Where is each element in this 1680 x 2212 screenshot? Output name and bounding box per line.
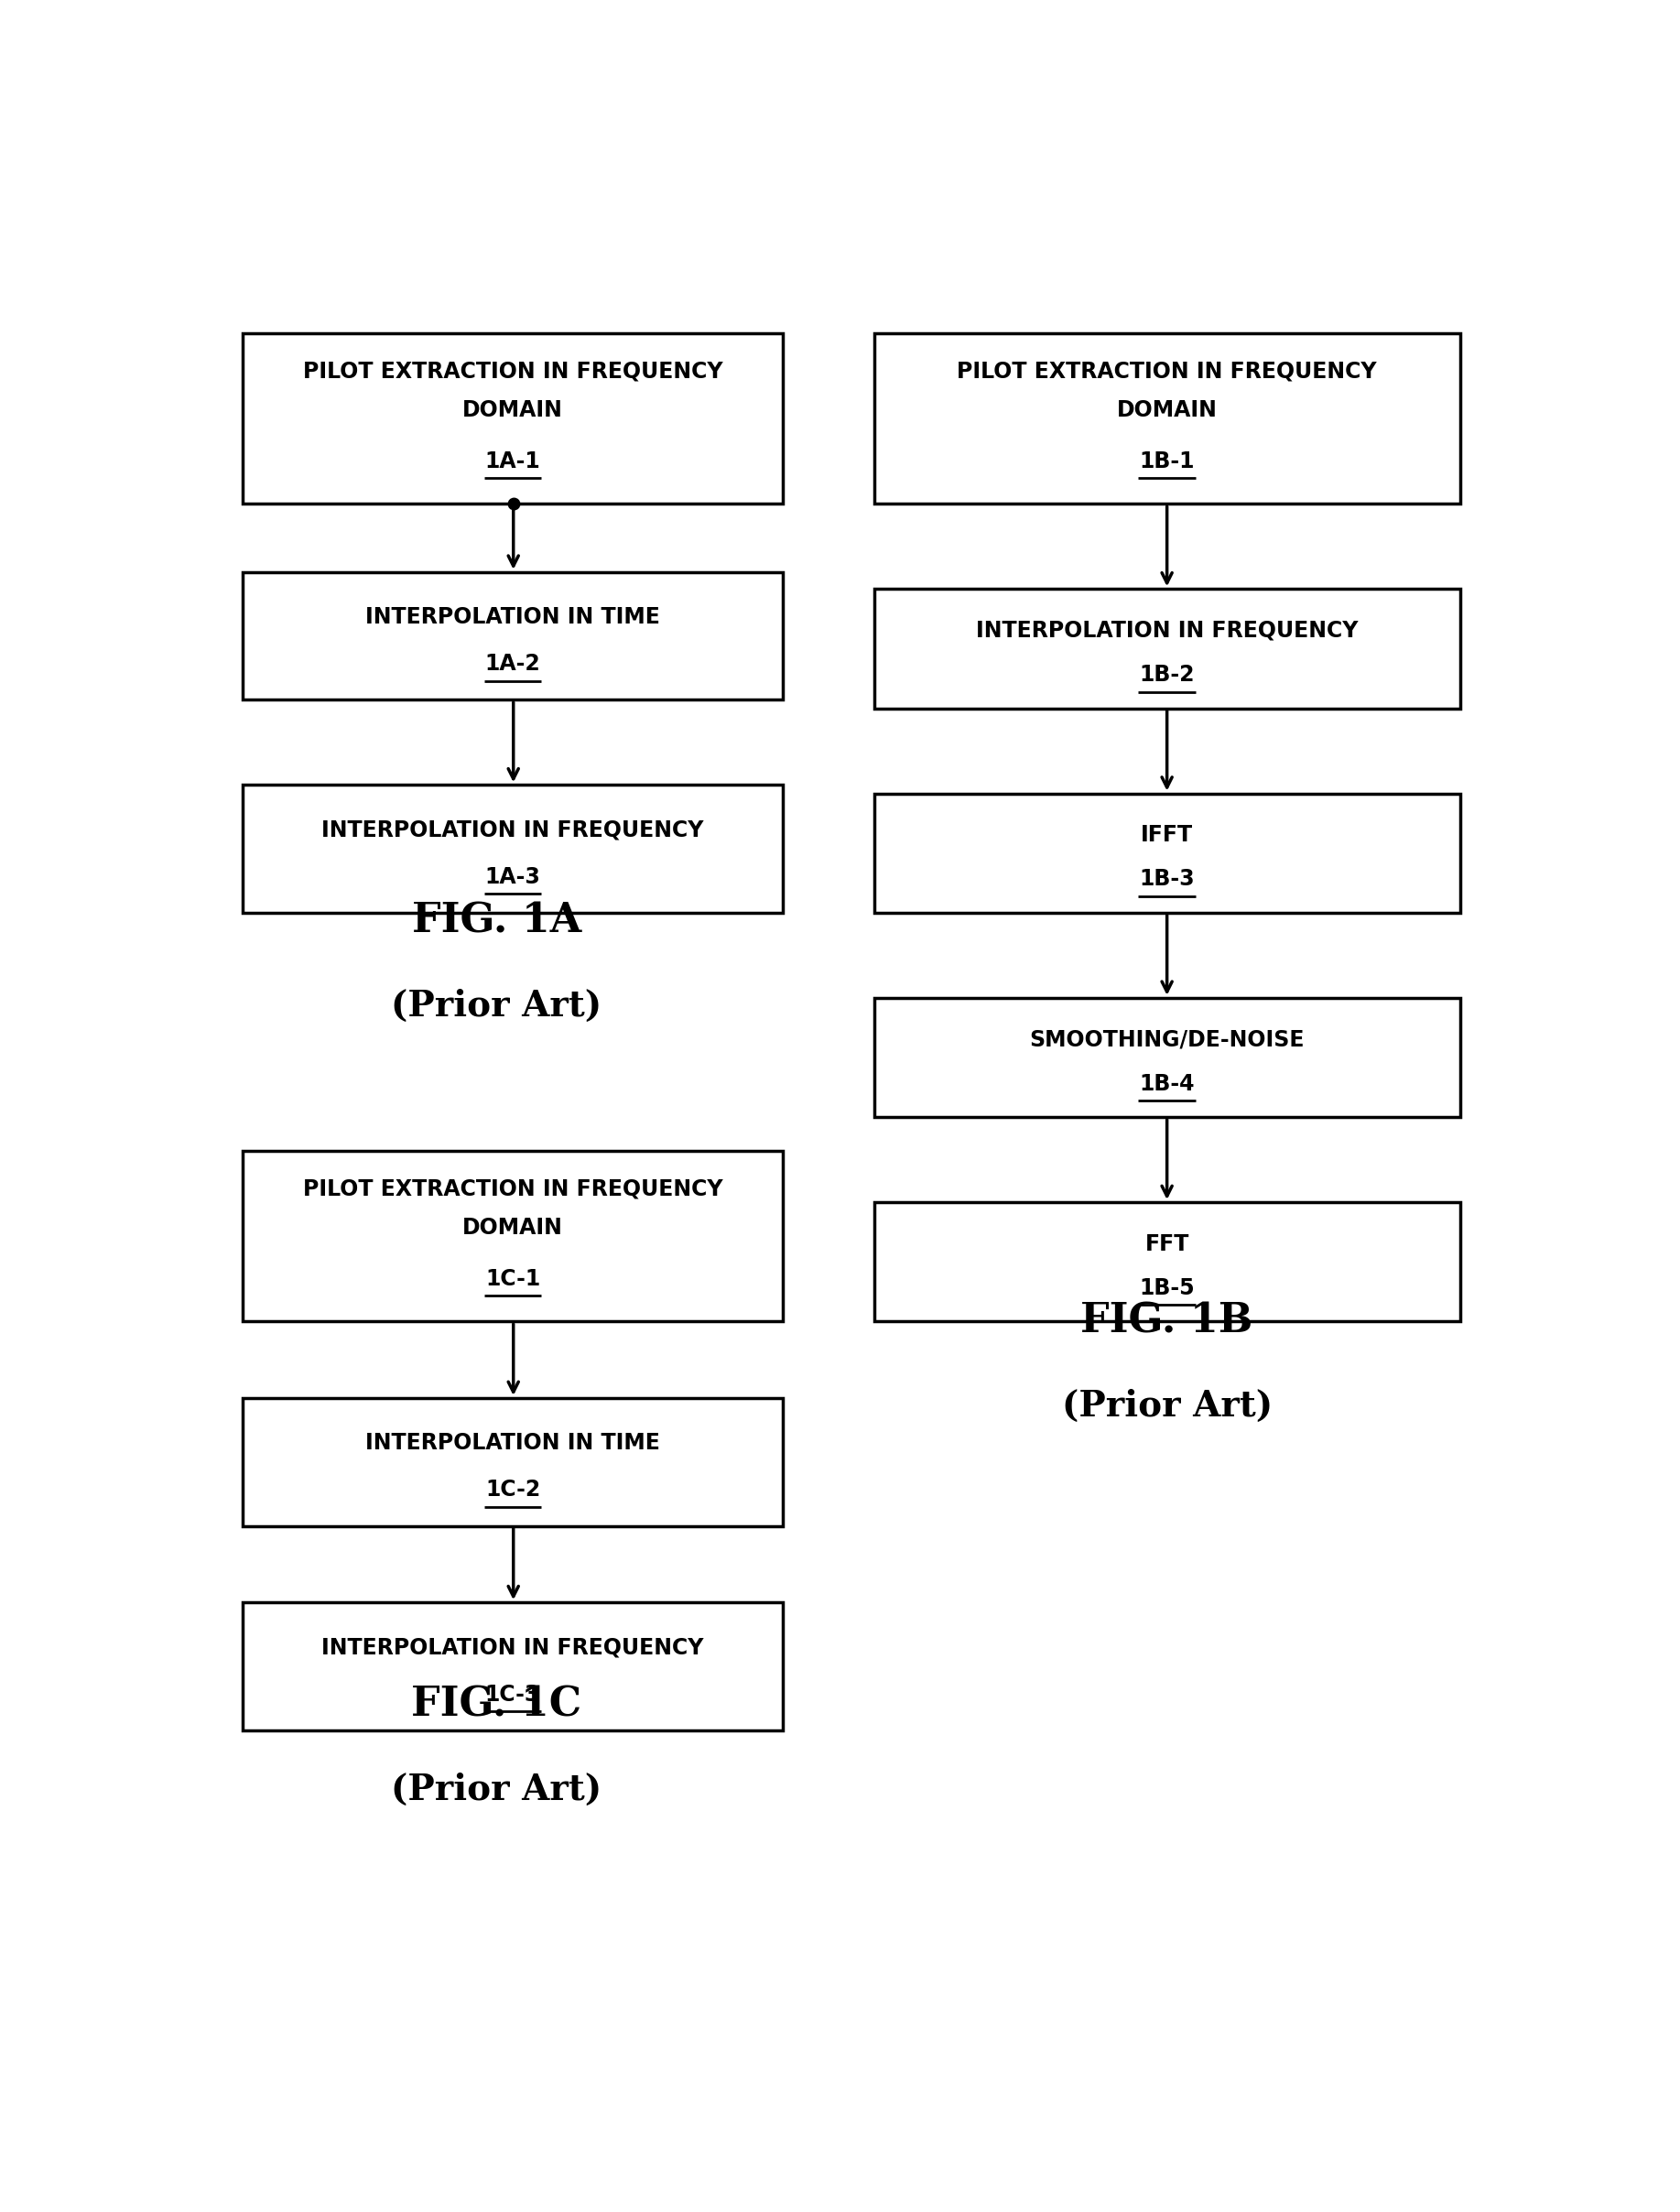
Text: 1B-3: 1B-3: [1139, 869, 1194, 889]
Text: DOMAIN: DOMAIN: [462, 398, 563, 420]
Text: DOMAIN: DOMAIN: [1117, 398, 1218, 420]
Text: 1C-2: 1C-2: [486, 1480, 541, 1502]
Text: 1B-4: 1B-4: [1139, 1073, 1194, 1095]
Text: 1B-5: 1B-5: [1139, 1276, 1194, 1298]
Bar: [874, 334, 1460, 504]
Text: (Prior Art): (Prior Art): [1062, 1389, 1272, 1425]
Bar: [242, 785, 783, 914]
Bar: [242, 1601, 783, 1730]
Bar: [242, 334, 783, 504]
Text: IFFT: IFFT: [1141, 825, 1193, 847]
Text: PILOT EXTRACTION IN FREQUENCY: PILOT EXTRACTION IN FREQUENCY: [302, 361, 722, 383]
Text: INTERPOLATION IN TIME: INTERPOLATION IN TIME: [365, 1431, 660, 1453]
Bar: [242, 573, 783, 699]
Text: DOMAIN: DOMAIN: [462, 1217, 563, 1239]
Bar: [874, 998, 1460, 1117]
Text: PILOT EXTRACTION IN FREQUENCY: PILOT EXTRACTION IN FREQUENCY: [958, 361, 1378, 383]
Text: 1A-3: 1A-3: [486, 865, 541, 887]
Text: 1B-1: 1B-1: [1139, 451, 1194, 473]
Text: INTERPOLATION IN FREQUENCY: INTERPOLATION IN FREQUENCY: [321, 1637, 704, 1659]
Text: 1A-2: 1A-2: [486, 653, 541, 675]
Text: 1C-1: 1C-1: [486, 1267, 541, 1290]
Text: 1C-3: 1C-3: [486, 1683, 541, 1705]
Text: (Prior Art): (Prior Art): [391, 1772, 601, 1807]
Text: INTERPOLATION IN TIME: INTERPOLATION IN TIME: [365, 606, 660, 628]
Bar: [874, 1203, 1460, 1321]
Text: FFT: FFT: [1144, 1232, 1189, 1254]
Bar: [242, 1398, 783, 1526]
Text: 1A-1: 1A-1: [486, 451, 541, 473]
Text: INTERPOLATION IN FREQUENCY: INTERPOLATION IN FREQUENCY: [321, 818, 704, 841]
Bar: [242, 1150, 783, 1321]
Text: FIG. 1C: FIG. 1C: [412, 1686, 581, 1725]
Text: PILOT EXTRACTION IN FREQUENCY: PILOT EXTRACTION IN FREQUENCY: [302, 1177, 722, 1199]
Text: 1B-2: 1B-2: [1139, 664, 1194, 686]
Text: FIG. 1A: FIG. 1A: [412, 902, 581, 940]
Text: FIG. 1B: FIG. 1B: [1080, 1303, 1253, 1340]
Bar: [874, 588, 1460, 708]
Text: INTERPOLATION IN FREQUENCY: INTERPOLATION IN FREQUENCY: [976, 619, 1357, 641]
Bar: [874, 794, 1460, 914]
Text: SMOOTHING/DE-NOISE: SMOOTHING/DE-NOISE: [1030, 1029, 1305, 1051]
Text: (Prior Art): (Prior Art): [391, 989, 601, 1024]
